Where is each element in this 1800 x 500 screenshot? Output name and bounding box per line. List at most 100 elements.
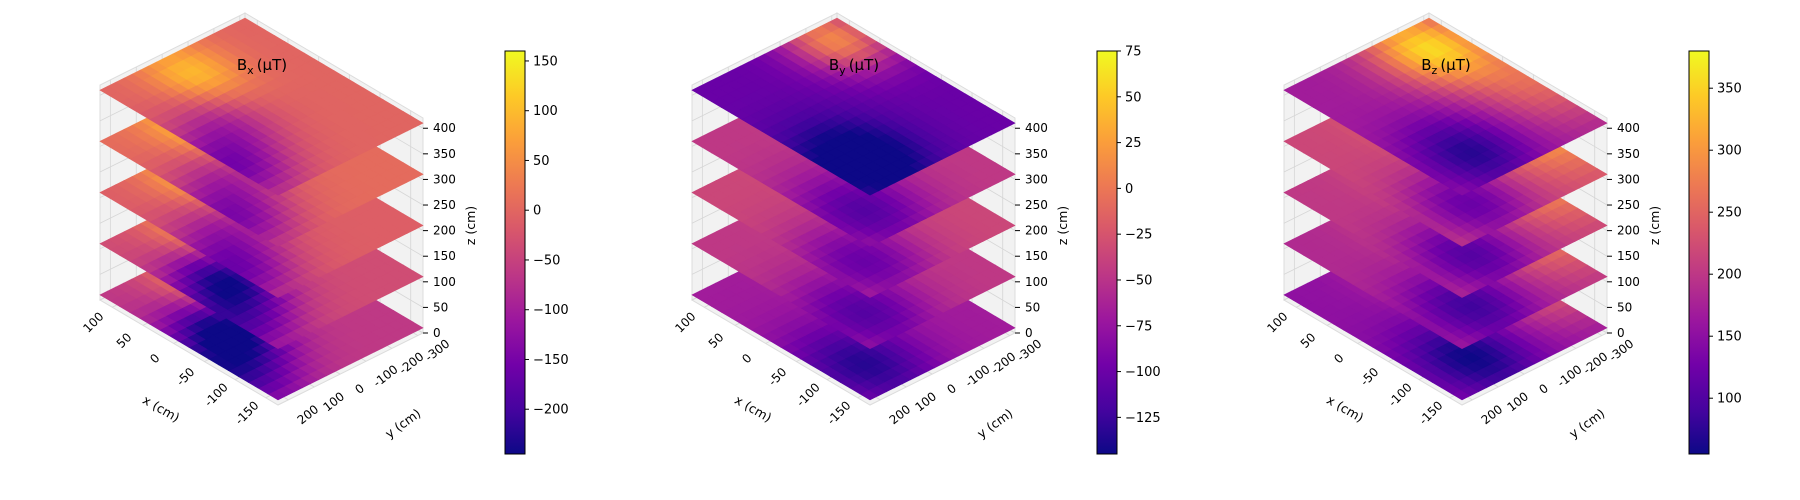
subplot-title: Bx (μT) [237,56,287,77]
x-tick-label: -50 [1358,365,1382,389]
colorbar-tick-label: 50 [533,154,550,169]
colorbar-tick-label: 25 [1125,136,1142,151]
z-tick-label: 250 [1025,198,1048,212]
subplot-bx: 100500-50-100-150-300-200-10001002000501… [80,12,569,455]
y-tick-label: -300 [1014,337,1044,365]
z-tick-label: 250 [1617,198,1640,212]
colorbar-tick-label: 100 [1717,392,1742,407]
colorbar-tick-label: 100 [533,104,558,119]
z-tick-label: 300 [433,172,456,186]
z-tick-label: 350 [1617,147,1640,161]
colorbar-tick-label: −100 [533,303,569,318]
colorbar-tick-label: 150 [1717,330,1742,345]
z-axis-label: z (cm) [463,206,478,245]
x-tick-label: -150 [232,398,261,427]
colorbar-tick-label: 350 [1717,82,1742,97]
colorbar-tick-label: 0 [533,204,541,219]
colorbar-tick-label: −50 [1125,273,1152,288]
x-tick-label: -100 [202,380,231,409]
z-tick-label: 400 [1025,121,1048,135]
subplot-bz: 100500-50-100-150-300-200-10001002000501… [1264,12,1742,455]
z-tick-label: 150 [1617,249,1640,263]
x-tick-label: 100 [672,309,698,335]
subplot-title: Bz (μT) [1421,56,1471,77]
x-tick-label: 50 [1298,330,1319,351]
x-tick-label: 0 [739,351,754,366]
x-axis-label: x (cm) [1324,392,1366,425]
y-tick-label: -300 [422,337,452,365]
z-tick-label: 400 [433,121,456,135]
z-tick-label: 100 [1025,275,1048,289]
y-tick-label: 200 [1479,402,1506,427]
colorbar [504,50,526,455]
x-tick-label: -100 [1386,380,1415,409]
y-tick-label: 0 [1536,381,1551,397]
z-tick-label: 100 [433,275,456,289]
x-tick-label: 0 [1331,351,1346,366]
colorbar [1688,50,1710,455]
y-axis-label: y (cm) [1566,405,1607,441]
z-tick-label: 150 [433,249,456,263]
y-axis-label: y (cm) [382,405,423,441]
z-tick-label: 0 [433,326,441,340]
x-axis-label: x (cm) [732,392,774,425]
z-tick-label: 350 [1025,147,1048,161]
colorbar-tick-label: −200 [533,403,569,418]
z-tick-label: 200 [1617,224,1640,238]
z-tick-label: 350 [433,147,456,161]
y-tick-label: 200 [887,402,914,427]
colorbar-tick-label: −50 [533,253,560,268]
x-tick-label: 50 [114,330,135,351]
z-tick-label: 150 [1025,249,1048,263]
x-tick-label: -50 [766,365,790,389]
z-tick-label: 50 [433,300,448,314]
colorbar-tick-label: 150 [533,54,558,69]
x-tick-label: -150 [824,398,853,427]
z-tick-label: 100 [1617,275,1640,289]
z-tick-label: 250 [433,198,456,212]
z-tick-label: 50 [1025,300,1040,314]
colorbar-tick-label: −25 [1125,228,1152,243]
z-tick-label: 300 [1025,172,1048,186]
y-tick-label: 0 [352,381,367,397]
colorbar [1096,50,1118,455]
z-tick-label: 0 [1617,326,1625,340]
z-axis-label: z (cm) [1647,206,1662,245]
y-tick-label: -300 [1606,337,1636,365]
colorbar-tick-label: 75 [1125,45,1142,60]
y-tick-label: 0 [944,381,959,397]
z-tick-label: 50 [1617,300,1632,314]
z-tick-label: 0 [1025,326,1033,340]
z-axis-label: z (cm) [1055,206,1070,245]
x-tick-label: -150 [1416,398,1445,427]
colorbar-tick-label: 50 [1125,90,1142,105]
colorbar-tick-label: −150 [533,353,569,368]
x-tick-label: -50 [174,365,198,389]
y-tick-label: 200 [295,402,322,427]
colorbar-tick-label: −75 [1125,319,1152,334]
slice-z-400 [99,17,424,196]
colorbar-tick-label: −100 [1125,365,1161,380]
slice-z-400 [1283,17,1608,196]
x-tick-label: 100 [80,309,106,335]
colorbar-tick-label: 200 [1717,268,1742,283]
x-tick-label: 100 [1264,309,1290,335]
subplot-by: 100500-50-100-150-300-200-10001002000501… [672,12,1161,455]
subplot-title: By (μT) [829,56,879,77]
colorbar-tick-label: 0 [1125,182,1133,197]
x-axis-label: x (cm) [140,392,182,425]
colorbar-tick-label: −125 [1125,411,1161,426]
x-tick-label: 50 [706,330,727,351]
z-tick-label: 200 [1025,224,1048,238]
y-tick-label: 100 [912,389,939,414]
x-tick-label: 0 [147,351,162,366]
z-tick-label: 400 [1617,121,1640,135]
slice-z-400 [691,17,1016,196]
y-tick-label: 100 [1504,389,1531,414]
colorbar-tick-label: 300 [1717,144,1742,159]
y-axis-label: y (cm) [974,405,1015,441]
x-tick-label: -100 [794,380,823,409]
y-tick-label: 100 [320,389,347,414]
z-tick-label: 200 [433,224,456,238]
